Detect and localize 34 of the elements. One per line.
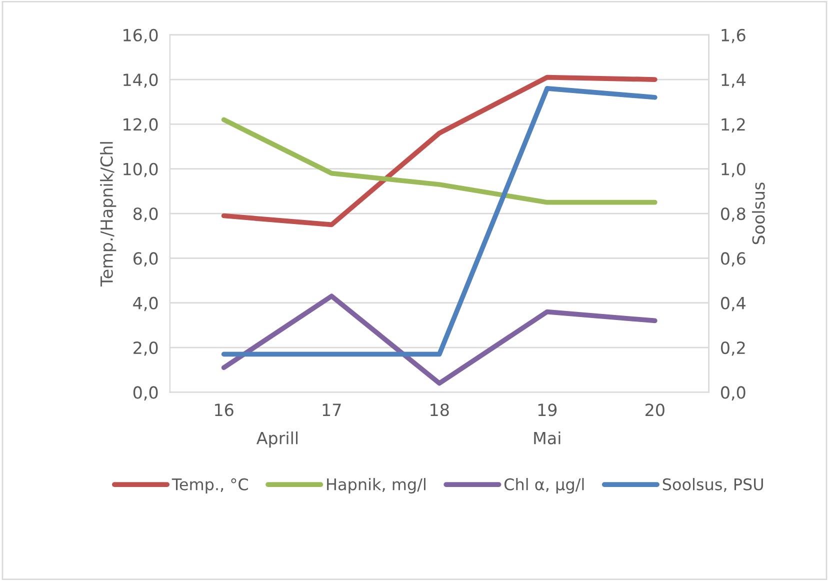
legend-label: Hapnik, mg/l xyxy=(327,478,426,494)
y-tick-label: 4,0 xyxy=(133,296,158,312)
x-tick-label: 20 xyxy=(646,404,664,416)
y2-tick-label: 1,0 xyxy=(722,162,746,178)
y2-tick-label: 1,4 xyxy=(722,74,746,88)
y-tick-label: 8,0 xyxy=(133,207,158,222)
y2-tick-label: 0,6 xyxy=(721,252,746,266)
text: Mai xyxy=(534,431,560,444)
legend-label: Temp., °C xyxy=(172,478,248,494)
x-tick-label: 19 xyxy=(538,404,557,416)
y-tick-label: 10,0 xyxy=(124,162,158,178)
y-tick-label: 14,0 xyxy=(124,73,158,88)
line-series xyxy=(221,294,658,386)
legend-label: Soolsus, PSU xyxy=(662,478,763,492)
y-tick-label: 12,0 xyxy=(124,118,158,132)
y2-tick-label: 0,8 xyxy=(721,207,746,222)
y2-tick-label: 1,2 xyxy=(722,118,745,132)
y-tick-label: 2,0 xyxy=(134,341,158,356)
y-tick-label: 6,0 xyxy=(133,252,158,266)
y2-tick-label: 0,4 xyxy=(721,296,746,312)
y2-tick-label: 0,2 xyxy=(721,341,745,356)
text: Aprill xyxy=(256,431,298,448)
y-tick-label: 0,0 xyxy=(133,386,158,400)
x-tick-label: 16 xyxy=(215,404,234,416)
y2-tick-label: 1,6 xyxy=(722,28,746,44)
y-axis-title: Temp./Hapnik/Chl xyxy=(100,142,116,287)
x-tick-label: 17 xyxy=(322,404,341,416)
y2-tick-label: 0,0 xyxy=(721,386,746,400)
line-series xyxy=(221,74,658,228)
legend-label: Chl α, µg/l xyxy=(504,478,584,494)
x-tick-label: 18 xyxy=(430,404,449,416)
line-series xyxy=(221,117,658,205)
y2-axis-title: Soolsus xyxy=(752,182,765,244)
y-tick-label: 16,0 xyxy=(124,28,158,44)
